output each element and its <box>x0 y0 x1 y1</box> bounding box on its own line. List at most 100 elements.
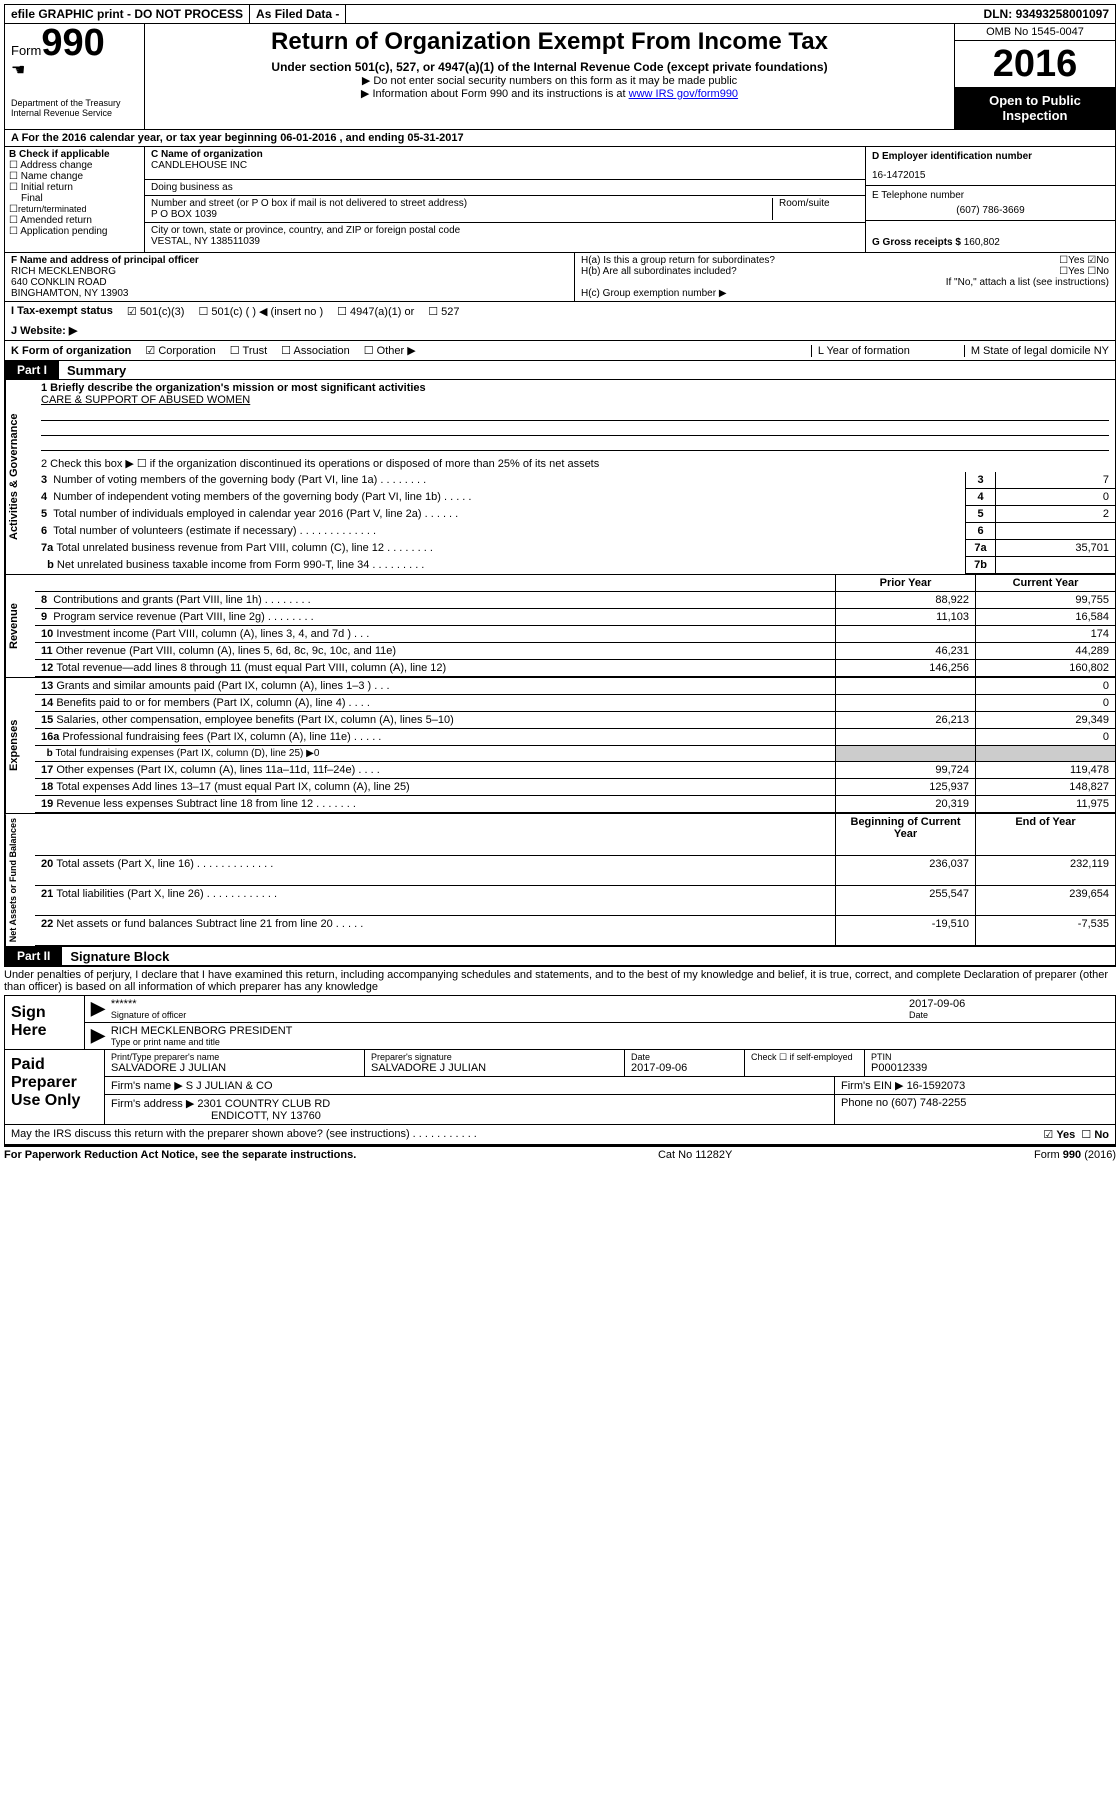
line-21-c: 239,654 <box>975 886 1115 916</box>
top-bar: efile GRAPHIC print - DO NOT PROCESS As … <box>4 4 1116 24</box>
form-number-block: Form990 ☚ Department of the Treasury Int… <box>5 24 145 129</box>
self-employed-cell[interactable]: Check ☐ if self-employed <box>745 1050 865 1077</box>
line-13-p <box>835 678 975 695</box>
sig-line-2: ▶ RICH MECKLENBORG PRESIDENT Type or pri… <box>85 1023 1115 1049</box>
vlabel-revenue: Revenue <box>5 575 35 677</box>
line-19-c: 11,975 <box>975 796 1115 813</box>
expenses-table: Expenses 13 Grants and similar amounts p… <box>4 678 1116 814</box>
cb-initial-label: Initial return <box>21 182 73 193</box>
line-18-p: 125,937 <box>835 779 975 796</box>
line-14-p <box>835 695 975 712</box>
row-i: I Tax-exempt status ☑ 501(c)(3) ☐ 501(c)… <box>4 302 1116 321</box>
line-19-p: 20,319 <box>835 796 975 813</box>
ha-answer: ☐Yes ☑No <box>1059 255 1109 266</box>
cb-other[interactable]: ☐ Other ▶ <box>364 344 416 357</box>
line-20-c: 232,119 <box>975 856 1115 886</box>
ptin-cell: PTINP00012339 <box>865 1050 1115 1077</box>
firm-name-row: Firm's name ▶ S J JULIAN & CO Firm's EIN… <box>105 1077 1115 1095</box>
line-3-box: 3 <box>965 472 995 489</box>
cb-address[interactable]: ☐ Address change <box>9 160 140 171</box>
line-9-p: 11,103 <box>835 609 975 626</box>
line-16b-c <box>975 746 1115 762</box>
col-b-header: B Check if applicable <box>9 149 140 160</box>
irs-link[interactable]: www IRS gov/form990 <box>629 88 738 100</box>
row-i-label: I Tax-exempt status <box>11 305 113 318</box>
line-7b-text: b Net unrelated business taxable income … <box>35 557 965 574</box>
officer-row: F Name and address of principal officer … <box>4 253 1116 302</box>
line-8-c: 99,755 <box>975 592 1115 609</box>
cb-pending[interactable]: ☐ Application pending <box>9 226 140 237</box>
col-current: Current Year <box>975 575 1115 592</box>
line-4-text: 4 Number of independent voting members o… <box>35 489 965 506</box>
footer-center: Cat No 11282Y <box>658 1149 732 1161</box>
line-12-c: 160,802 <box>975 660 1115 677</box>
cb-name[interactable]: ☐ Name change <box>9 171 140 182</box>
line-16a-c: 0 <box>975 729 1115 746</box>
officer-name: RICH MECKLENBORG <box>11 266 568 277</box>
room-label: Room/suite <box>772 198 859 220</box>
na-hdr-blank <box>35 814 835 856</box>
cb-501c3[interactable]: ☑ 501(c)(3) <box>127 305 185 318</box>
street-cell: Number and street (or P O box if mail is… <box>145 196 865 223</box>
gross-value: 160,802 <box>964 237 1000 248</box>
row-j: J Website: ▶ <box>4 321 1116 341</box>
ein-value: 16-1472015 <box>872 170 1109 181</box>
street-value: P O BOX 1039 <box>151 209 772 220</box>
firm-addr: 2301 COUNTRY CLUB RD <box>197 1098 330 1110</box>
form-header: Form990 ☚ Department of the Treasury Int… <box>4 24 1116 130</box>
line-10-p <box>835 626 975 643</box>
line-22-c: -7,535 <box>975 916 1115 946</box>
line-22: 22 Net assets or fund balances Subtract … <box>35 916 835 946</box>
discuss-answer: ☑ Yes ☐ No <box>1043 1128 1109 1141</box>
part-i-badge: Part I <box>5 361 59 379</box>
firm-addr-row: Firm's address ▶ 2301 COUNTRY CLUB RDEND… <box>105 1095 1115 1124</box>
footer: For Paperwork Reduction Act Notice, see … <box>4 1145 1116 1161</box>
ein-cell: D Employer identification number 16-1472… <box>866 147 1115 186</box>
line-3-val: 7 <box>995 472 1115 489</box>
note-instructions: ▶ Information about Form 990 and its ins… <box>153 87 946 100</box>
prep-sig: SALVADORE J JULIAN <box>371 1062 618 1074</box>
revenue-table: Revenue Prior Year Current Year 8 Contri… <box>4 575 1116 678</box>
line-12: 12 Total revenue—add lines 8 through 11 … <box>35 660 835 677</box>
sig-date: 2017-09-06 <box>909 998 1109 1010</box>
cb-527[interactable]: ☐ 527 <box>428 305 459 318</box>
cb-4947[interactable]: ☐ 4947(a)(1) or <box>337 305 414 318</box>
footer-left: For Paperwork Reduction Act Notice, see … <box>4 1149 356 1161</box>
cb-amended[interactable]: ☐ Amended return <box>9 215 140 226</box>
cb-corp[interactable]: ☑ Corporation <box>145 344 215 357</box>
right-column: OMB No 1545-0047 2016 Open to Public Ins… <box>955 24 1115 129</box>
firm-addr-cell: Firm's address ▶ 2301 COUNTRY CLUB RDEND… <box>105 1095 835 1124</box>
line-18: 18 Total expenses Add lines 13–17 (must … <box>35 779 835 796</box>
cb-final-pre: Final <box>9 193 140 204</box>
line-15-c: 29,349 <box>975 712 1115 729</box>
line-21-p: 255,547 <box>835 886 975 916</box>
dln-label: DLN: <box>984 7 1013 21</box>
row-k: K Form of organization ☑ Corporation ☐ T… <box>4 341 1116 361</box>
cb-501c[interactable]: ☐ 501(c) ( ) ◀ (insert no ) <box>198 305 323 318</box>
as-filed: As Filed Data - <box>250 5 346 23</box>
line-17: 17 Other expenses (Part IX, column (A), … <box>35 762 835 779</box>
line-4-box: 4 <box>965 489 995 506</box>
org-name-cell: C Name of organization CANDLEHOUSE INC <box>145 147 865 180</box>
cb-assoc[interactable]: ☐ Association <box>281 344 350 357</box>
line-1-label: 1 Briefly describe the organization's mi… <box>41 382 426 394</box>
cb-pending-label: Application pending <box>20 226 107 237</box>
prep-date: 2017-09-06 <box>631 1062 738 1074</box>
discuss-question: May the IRS discuss this return with the… <box>11 1128 477 1141</box>
netassets-table: Net Assets or Fund Balances Beginning of… <box>4 814 1116 947</box>
cb-final[interactable]: ☐return/terminated <box>9 204 140 215</box>
efile-notice: efile GRAPHIC print - DO NOT PROCESS <box>5 5 250 23</box>
part-ii-header: Part II Signature Block <box>4 947 1116 966</box>
cb-initial[interactable]: ☐ Initial return <box>9 182 140 193</box>
paid-label: Paid Preparer Use Only <box>5 1050 105 1124</box>
sig-stars: ****** <box>111 998 909 1010</box>
prep-name: SALVADORE J JULIAN <box>111 1062 358 1074</box>
line-11-c: 44,289 <box>975 643 1115 660</box>
tel-label: E Telephone number <box>872 190 1109 201</box>
dba-cell: Doing business as <box>145 180 865 196</box>
officer-addr2: BINGHAMTON, NY 13903 <box>11 288 568 299</box>
note-instructions-text: ▶ Information about Form 990 and its ins… <box>361 88 629 100</box>
h-col: H(a) Is this a group return for subordin… <box>575 253 1115 301</box>
line-7a-val: 35,701 <box>995 540 1115 557</box>
cb-trust[interactable]: ☐ Trust <box>230 344 267 357</box>
